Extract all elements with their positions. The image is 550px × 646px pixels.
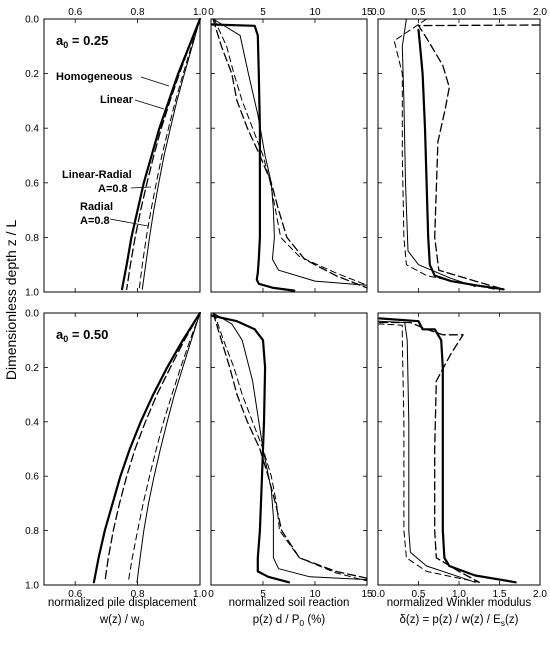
series-line-linear (212, 18, 368, 289)
y-tick-label: 0.0 (25, 309, 39, 320)
series-line-homogeneous (120, 17, 202, 291)
annotation-radial: Radial (80, 201, 113, 213)
series-line-linear-radial-a-0-8 (213, 312, 368, 582)
y-tick-label: 0.8 (25, 233, 39, 244)
x-tick-label: 1.5 (493, 589, 507, 600)
series-line-linear-radial-a-0-8 (213, 18, 368, 286)
series-line-homogeneous (210, 314, 291, 584)
x-tick-label: 1.0 (452, 589, 466, 600)
caption-winkler-line2: δ(z) = p(z) / w(z) / Es(z) (400, 614, 519, 628)
x-tick-label: 0 (208, 589, 214, 600)
y-axis-label: Dimensionless depth z / L (3, 220, 19, 381)
annotation-radial-a: A=0.8 (80, 215, 110, 227)
y-tick-label: 1.0 (25, 288, 39, 299)
x-tick-label: 10 (309, 7, 321, 18)
x-tick-label: 15 (361, 589, 373, 600)
panel-frame-bottom-displacement (43, 312, 201, 586)
panel-frame-top-displacement (43, 18, 201, 293)
leader-linear (134, 99, 165, 110)
y-tick-label: 0.6 (25, 472, 39, 483)
y-tick-label: 0.2 (25, 69, 39, 80)
panel-label-a0-050: a0 = 0.50 (56, 327, 108, 344)
y-tick-label: 0.6 (25, 178, 39, 189)
x-tick-label: 5 (260, 589, 266, 600)
series-line-radial-a-0-8 (212, 312, 368, 581)
series-line-linear-radial-a-0-8 (377, 323, 480, 583)
series-line-radial-a-0-8 (141, 18, 201, 290)
series-line-radial-a-0-8 (136, 312, 201, 583)
plot-layer: 0.6 0.8 1.00.00.20.40.60.81.00 5 10 150.0 0.5 1… (25, 7, 547, 600)
x-tick-label: 0.6 (68, 7, 82, 18)
panel-frame-bottom-reaction (210, 312, 368, 586)
series-line-homogeneous (92, 311, 202, 584)
x-tick-label: 0.0 (371, 7, 385, 18)
series-line-homogeneous (210, 23, 296, 292)
annotation-linear-radial: Linear-Radial (62, 169, 132, 181)
x-tick-label: 15 (361, 7, 373, 18)
series-line-linear (126, 18, 201, 290)
x-tick-label: 0.0 (371, 589, 385, 600)
series-line-linear-radial-a-0-8 (393, 18, 496, 290)
x-tick-label: 1.5 (493, 7, 507, 18)
series-line-homogeneous (417, 28, 505, 291)
x-tick-label: 1.0 (193, 589, 207, 600)
annotation-linear: Linear (100, 94, 134, 106)
caption-winkler-line1: normalized Winkler modulus (387, 597, 532, 609)
y-tick-label: 0.0 (25, 15, 39, 26)
leader-homogeneous (140, 76, 170, 87)
x-tick-label: 10 (309, 589, 321, 600)
x-tick-label: 1.0 (193, 7, 207, 18)
caption-displacement-line1: normalized pile displacement (48, 597, 197, 609)
x-tick-label: 0.5 (412, 589, 426, 600)
y-tick-label: 0.2 (25, 363, 39, 374)
annotation-homogeneous: Homogeneous (56, 71, 132, 83)
caption-reaction-line2: p(z) d / P0 (%) (253, 614, 326, 628)
series-line-homogeneous (378, 317, 517, 584)
series-line-linear (212, 312, 368, 579)
series-line-linear-radial-a-0-8 (127, 312, 201, 583)
panel-frame-top-reaction (210, 18, 368, 293)
x-tick-label: 0 (208, 7, 214, 18)
series-line-linear (104, 312, 201, 583)
series-line-linear (417, 24, 541, 290)
leader-radial (109, 218, 149, 227)
x-tick-label: 5 (260, 7, 266, 18)
x-tick-label: 1.0 (452, 7, 466, 18)
panel-label-a0-025: a0 = 0.25 (56, 33, 108, 50)
series-line-linear-radial-a-0-8 (138, 18, 201, 290)
y-tick-label: 0.8 (25, 526, 39, 537)
annotation-linear-radial-a: A=0.8 (98, 183, 128, 195)
series-line-radial-a-0-8 (401, 18, 476, 287)
caption-reaction-line1: normalized soil reaction (229, 597, 350, 609)
x-tick-label: 0.5 (412, 7, 426, 18)
series-line-linear (378, 321, 480, 583)
series-line-radial-a-0-8 (377, 320, 476, 583)
y-tick-label: 0.4 (25, 417, 39, 428)
caption-displacement-line2: w(z) / w0 (99, 614, 145, 628)
y-tick-label: 1.0 (25, 581, 39, 592)
x-tick-label: 0.6 (68, 589, 82, 600)
series-line-radial-a-0-8 (212, 18, 368, 286)
leader-linear-radial (130, 186, 152, 189)
y-tick-label: 0.4 (25, 124, 39, 135)
x-tick-label: 0.8 (131, 589, 145, 600)
x-tick-label: 0.8 (131, 7, 145, 18)
x-tick-label: 2.0 (533, 7, 547, 18)
x-tick-label: 2.0 (533, 589, 547, 600)
